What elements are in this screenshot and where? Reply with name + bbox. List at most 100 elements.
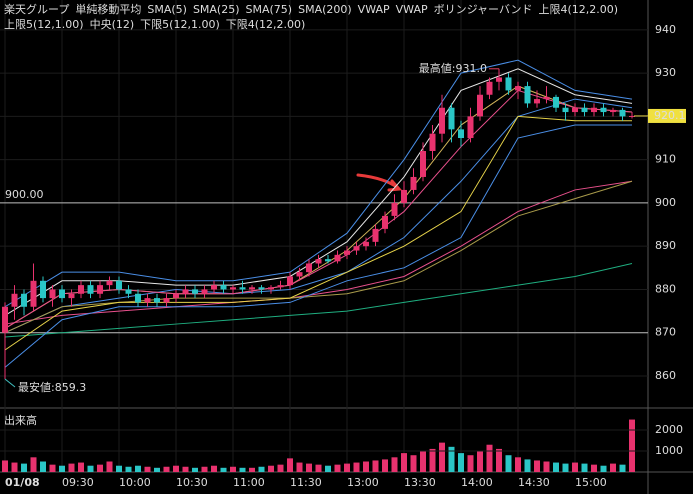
candle-body xyxy=(477,94,483,117)
volume-bar xyxy=(420,451,426,472)
candle-body xyxy=(268,287,274,290)
legend-item: ボリンジャーバンド xyxy=(434,3,533,16)
candle-body xyxy=(220,285,227,290)
volume-bar xyxy=(458,453,464,472)
volume-bar xyxy=(287,458,293,472)
volume-bar xyxy=(249,467,255,472)
volume-bar xyxy=(11,462,18,472)
candle-body xyxy=(382,215,388,229)
x-tick-label: 11:00 xyxy=(233,476,265,489)
volume-bar xyxy=(258,466,265,472)
indicator-line xyxy=(4,59,633,308)
legend-item: VWAP xyxy=(358,3,390,16)
x-tick-label: 10:30 xyxy=(176,476,208,489)
legend-item: SMA(75) xyxy=(246,3,293,16)
volume-bar xyxy=(97,464,103,472)
candle-body xyxy=(116,280,122,290)
candle-body xyxy=(610,109,616,113)
y-tick-label: 870 xyxy=(655,326,676,339)
volume-bar xyxy=(401,453,407,472)
volume-bar xyxy=(315,464,322,472)
volume-bar xyxy=(144,466,151,472)
candle-body xyxy=(287,276,293,286)
volume-bar xyxy=(296,462,303,472)
volume-title: 出来高 xyxy=(4,413,37,427)
x-tick-label: 01/08 xyxy=(5,476,40,489)
candle-body xyxy=(619,109,626,117)
candle-body xyxy=(439,107,445,134)
min-marker xyxy=(4,378,16,388)
candle-body xyxy=(296,272,303,277)
volume-bar xyxy=(553,462,559,472)
candle-body xyxy=(230,287,236,290)
candle-body xyxy=(239,287,246,290)
min-label: 最安値:859.3 xyxy=(18,380,86,394)
indicator-line xyxy=(4,180,633,334)
candle-body xyxy=(325,259,331,262)
candle-body xyxy=(49,289,56,299)
indicator-line xyxy=(4,68,633,316)
volume-bar xyxy=(515,457,521,472)
x-tick-label: 10:00 xyxy=(119,476,151,489)
arrow xyxy=(356,173,403,192)
legend-item: SMA(5) xyxy=(147,3,187,16)
volume-bar xyxy=(572,462,578,472)
volume-bar xyxy=(268,465,274,472)
volume-bar xyxy=(154,467,160,472)
y-tick-label: 880 xyxy=(655,282,676,295)
y-tick-label: 940 xyxy=(655,23,676,36)
max-label: 最高値:931.0 xyxy=(419,61,487,75)
volume-bar xyxy=(59,465,65,472)
candle-body xyxy=(249,287,255,290)
y-tick-label: 910 xyxy=(655,153,676,166)
volume-bar xyxy=(391,457,398,472)
candle-body xyxy=(135,293,141,303)
candle-body xyxy=(543,96,550,100)
candle-body xyxy=(87,285,94,294)
volume-bar xyxy=(496,448,502,472)
volume-bar xyxy=(49,464,56,472)
volume-bar xyxy=(230,466,236,472)
volume-bar xyxy=(182,466,189,472)
candle-body xyxy=(59,289,65,299)
volume-bar xyxy=(68,463,75,472)
volume-bar xyxy=(163,466,170,472)
y-tick-label: 890 xyxy=(655,239,676,252)
candle-body xyxy=(600,107,607,113)
candle-body xyxy=(344,250,350,255)
candle-body xyxy=(534,99,540,104)
candle-body xyxy=(581,107,588,113)
candle-body xyxy=(524,86,531,104)
volume-bar xyxy=(410,455,417,472)
candle-body xyxy=(562,107,569,113)
x-tick-label: 13:30 xyxy=(404,476,436,489)
candle-body xyxy=(315,259,322,264)
legend-item: 上限4(12,2.00) xyxy=(539,3,619,16)
volume-bar xyxy=(629,419,635,472)
volume-bar xyxy=(448,446,455,472)
candle-body xyxy=(21,293,27,307)
volume-bar xyxy=(486,444,493,472)
candle-body xyxy=(401,189,407,203)
volume-bar xyxy=(173,465,179,472)
volume-bar xyxy=(135,465,141,472)
candle-body xyxy=(353,246,360,251)
x-tick-label: 11:30 xyxy=(290,476,322,489)
volume-bar xyxy=(524,459,531,472)
volume-bar xyxy=(106,461,113,472)
volume-tick-label: 1000 xyxy=(655,444,683,457)
volume-bar xyxy=(2,460,8,472)
x-tick-label: 13:00 xyxy=(347,476,379,489)
candle-body xyxy=(11,293,18,307)
candle-body xyxy=(211,285,217,290)
volume-bar xyxy=(610,463,616,472)
candle-body xyxy=(30,280,37,307)
candle-body xyxy=(591,107,597,113)
volume-bar xyxy=(429,448,436,472)
candle-body xyxy=(334,254,341,262)
candle-body xyxy=(515,86,521,91)
candle-body xyxy=(106,280,113,286)
volume-bar xyxy=(353,462,360,472)
x-tick-label: 14:00 xyxy=(461,476,493,489)
candle-body xyxy=(420,150,426,177)
